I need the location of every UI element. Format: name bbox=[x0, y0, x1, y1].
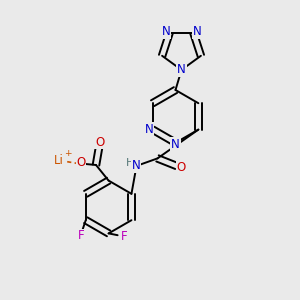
Text: H: H bbox=[126, 158, 134, 168]
Text: F: F bbox=[121, 230, 128, 243]
Text: O: O bbox=[177, 161, 186, 174]
Text: N: N bbox=[171, 138, 180, 151]
Text: N: N bbox=[145, 123, 153, 136]
Text: +: + bbox=[64, 149, 72, 158]
Text: O: O bbox=[95, 136, 104, 149]
Text: Li: Li bbox=[54, 154, 64, 167]
Text: F: F bbox=[78, 229, 85, 242]
Text: N: N bbox=[131, 159, 140, 172]
Text: N: N bbox=[177, 63, 186, 76]
Text: O: O bbox=[76, 155, 85, 169]
Text: N: N bbox=[161, 25, 170, 38]
Text: N: N bbox=[193, 25, 202, 38]
